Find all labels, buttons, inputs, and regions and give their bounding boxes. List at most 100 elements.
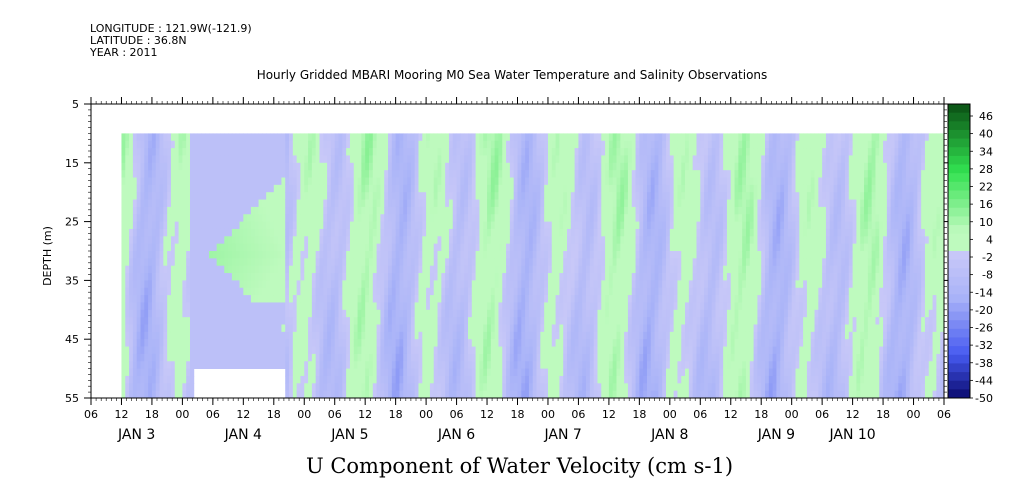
colorbar-label: -8 xyxy=(982,269,993,282)
colorbar-swatch xyxy=(948,311,970,321)
x-day-label: JAN 6 xyxy=(437,427,475,443)
colorbar-label: -26 xyxy=(975,322,993,335)
y-tick-label: 15 xyxy=(65,157,79,170)
latitude-label: LATITUDE : 36.8N xyxy=(90,34,187,47)
x-tick-label: 00 xyxy=(175,408,189,421)
colorbar-swatch xyxy=(948,121,970,131)
x-tick-label: 06 xyxy=(450,408,464,421)
colorbar-swatch xyxy=(948,294,970,304)
colorbar-label: 4 xyxy=(986,233,993,246)
x-tick-label: 06 xyxy=(328,408,342,421)
colorbar-swatch xyxy=(948,173,970,183)
x-tick-label: 18 xyxy=(145,408,159,421)
colorbar-swatch xyxy=(948,276,970,286)
colorbar-swatch xyxy=(948,337,970,347)
colorbar-swatch xyxy=(948,268,970,278)
heatmap-cells xyxy=(121,133,945,399)
colorbar-swatch xyxy=(948,216,970,226)
colorbar-swatch xyxy=(948,346,970,356)
y-tick-label: 35 xyxy=(65,274,79,287)
colorbar-label: 10 xyxy=(979,216,993,229)
x-tick-label: 18 xyxy=(754,408,768,421)
colorbar-swatch xyxy=(948,190,970,200)
colorbar-swatch xyxy=(948,233,970,243)
chart-subtitle: U Component of Water Velocity (cm s-1) xyxy=(305,454,734,478)
colorbar-swatch xyxy=(948,242,970,252)
x-tick-label: 18 xyxy=(876,408,890,421)
x-tick-label: 12 xyxy=(846,408,860,421)
chart-title: Hourly Gridded MBARI Mooring M0 Sea Wate… xyxy=(256,68,768,82)
colorbar-swatch xyxy=(948,104,970,114)
x-tick-label: 06 xyxy=(815,408,829,421)
colorbar-label: -44 xyxy=(975,374,993,387)
colorbar-label: -2 xyxy=(982,251,993,264)
x-tick-label: 12 xyxy=(602,408,616,421)
x-tick-label: 06 xyxy=(937,408,951,421)
x-tick-label: 00 xyxy=(419,408,433,421)
x-tick-label: 18 xyxy=(267,408,281,421)
colorbar-label: 46 xyxy=(979,110,993,123)
colorbar-swatch xyxy=(948,389,970,399)
colorbar-swatch xyxy=(948,225,970,235)
colorbar-swatch xyxy=(948,320,970,330)
colorbar-swatch xyxy=(948,199,970,209)
x-tick-label: 12 xyxy=(114,408,128,421)
y-tick-label: 45 xyxy=(65,333,79,346)
x-tick-label: 00 xyxy=(907,408,921,421)
colorbar-label: 28 xyxy=(979,163,993,176)
x-axis-ticks: 06 12 18 00 06 12 18 00 06 12 18 00 06 12 18 00 06 12 18 00… xyxy=(84,97,951,443)
colorbar-label: -14 xyxy=(975,286,993,299)
colorbar-swatch xyxy=(948,147,970,157)
colorbar-swatch xyxy=(948,251,970,261)
x-day-label: JAN 3 xyxy=(117,427,155,443)
x-tick-label: 00 xyxy=(297,408,311,421)
colorbar-swatch xyxy=(948,328,970,338)
colorbar-label: -32 xyxy=(975,339,993,352)
x-tick-label: 18 xyxy=(511,408,525,421)
x-tick-label: 06 xyxy=(571,408,585,421)
colorbar-swatch xyxy=(948,129,970,139)
x-tick-label: 00 xyxy=(541,408,555,421)
colorbar-label: 22 xyxy=(979,181,993,194)
colorbar-swatch xyxy=(948,354,970,364)
colorbar-label: 16 xyxy=(979,198,993,211)
colorbar-swatch xyxy=(948,302,970,312)
colorbar-swatch xyxy=(948,138,970,148)
x-day-label: JAN 8 xyxy=(650,427,688,443)
x-tick-label: 06 xyxy=(693,408,707,421)
colorbar: 46 40 34 28 22 16 10 4 -2 -8 -14 -20 -26 -32 -38 -44 -50 xyxy=(947,103,993,405)
x-day-label: JAN 7 xyxy=(544,427,582,443)
x-day-label: JAN 5 xyxy=(330,427,368,443)
x-tick-label: 06 xyxy=(206,408,220,421)
colorbar-label: 34 xyxy=(979,145,993,158)
colorbar-swatch xyxy=(948,372,970,382)
x-tick-label: 18 xyxy=(632,408,646,421)
x-tick-label: 12 xyxy=(480,408,494,421)
colorbar-label: -50 xyxy=(975,392,993,405)
colorbar-label: -20 xyxy=(975,304,993,317)
x-tick-label: 12 xyxy=(358,408,372,421)
x-tick-label: 00 xyxy=(785,408,799,421)
x-day-label: JAN 4 xyxy=(224,427,262,443)
y-tick-label: 25 xyxy=(65,216,79,229)
colorbar-swatch xyxy=(948,380,970,390)
x-tick-label: 12 xyxy=(236,408,250,421)
colorbar-swatch xyxy=(948,259,970,269)
colorbar-label: -38 xyxy=(975,357,993,370)
year-label: YEAR : 2011 xyxy=(90,46,158,59)
y-tick-label: 5 xyxy=(72,98,79,111)
colorbar-swatch xyxy=(948,155,970,165)
x-day-label: JAN 9 xyxy=(757,427,795,443)
colorbar-swatch xyxy=(948,164,970,174)
colorbar-swatch xyxy=(948,363,970,373)
colorbar-swatch xyxy=(948,112,970,122)
x-tick-label: 00 xyxy=(663,408,677,421)
longitude-label: LONGITUDE : 121.9W(-121.9) xyxy=(90,22,252,35)
y-tick-label: 55 xyxy=(65,392,79,405)
y-axis-label: DEPTH (m) xyxy=(41,226,54,286)
x-tick-label: 18 xyxy=(389,408,403,421)
colorbar-swatch xyxy=(948,181,970,191)
x-tick-label: 12 xyxy=(724,408,738,421)
colorbar-swatch xyxy=(948,285,970,295)
